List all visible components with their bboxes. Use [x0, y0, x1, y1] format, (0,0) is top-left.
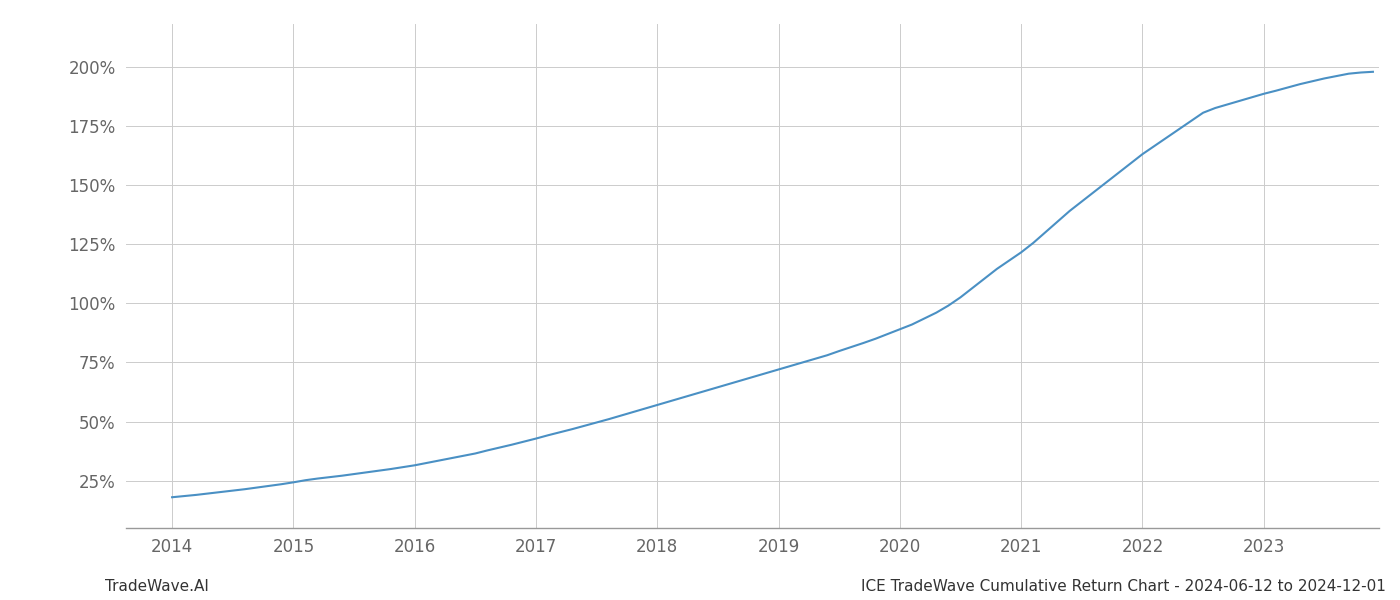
Text: ICE TradeWave Cumulative Return Chart - 2024-06-12 to 2024-12-01: ICE TradeWave Cumulative Return Chart - … — [861, 579, 1386, 594]
Text: TradeWave.AI: TradeWave.AI — [105, 579, 209, 594]
